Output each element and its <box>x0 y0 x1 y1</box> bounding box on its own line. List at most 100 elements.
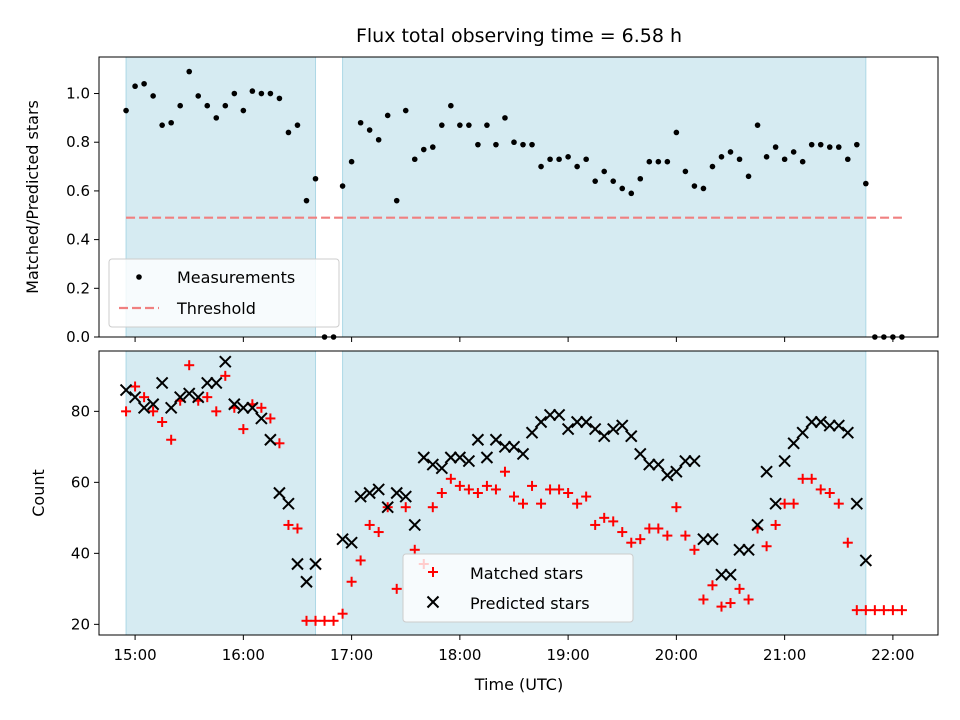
predicted-stars-point <box>363 486 376 500</box>
x-stroke-b <box>850 497 864 510</box>
x-stroke-b <box>309 557 322 571</box>
matched-stars-point <box>283 519 294 530</box>
predicted-stars-point <box>697 532 710 546</box>
x-stroke-b <box>399 490 412 503</box>
measurement-point <box>529 141 535 148</box>
x-stroke-b <box>453 451 467 464</box>
predicted-stars-point <box>525 426 539 439</box>
matched-stars-point <box>472 488 483 498</box>
measurement-point <box>384 112 391 119</box>
series-2-2 <box>119 355 873 588</box>
x-stroke-b <box>471 433 485 446</box>
predicted-stars-point <box>778 454 791 468</box>
x-stroke-b <box>435 461 449 475</box>
series-2-1 <box>121 360 907 626</box>
x-tick-label: 17:00 <box>330 646 373 664</box>
measurement-point <box>312 175 319 182</box>
x-stroke-b <box>679 454 692 468</box>
measurement-point <box>159 122 165 128</box>
x-stroke-b <box>787 437 800 450</box>
measurement-point <box>646 158 653 165</box>
predicted-stars-point <box>273 486 286 500</box>
matched-stars-point <box>896 605 907 616</box>
matched-stars-point <box>256 402 267 413</box>
x-stroke-b <box>372 483 385 496</box>
x-stroke-b <box>417 451 430 464</box>
measurement-point <box>682 168 689 175</box>
x-stroke-b <box>291 557 304 571</box>
x-stroke-b <box>137 401 151 415</box>
x-stroke-b <box>841 426 854 439</box>
predicted-stars-point <box>661 469 674 482</box>
matched-stars-point <box>130 381 141 392</box>
x-stroke-b <box>733 543 746 557</box>
matched-stars-point <box>121 406 132 417</box>
measurement-point <box>547 156 553 163</box>
x-stroke-b <box>688 454 701 468</box>
matched-stars-point <box>202 392 213 403</box>
x-stroke-b <box>264 433 277 446</box>
x-stroke-b <box>128 390 142 404</box>
matched-stars-point <box>851 605 862 616</box>
x-stroke-b <box>119 383 133 397</box>
measurement-point <box>393 197 400 204</box>
matched-stars-point <box>617 527 628 538</box>
matched-stars-point <box>166 434 177 445</box>
measurement-point <box>583 156 589 163</box>
predicted-stars-point <box>498 440 512 454</box>
matched-stars-point <box>436 488 447 498</box>
measurement-point <box>285 129 292 136</box>
legend-box <box>108 258 340 328</box>
predicted-stars-point <box>516 447 530 461</box>
measurement-point <box>240 107 247 114</box>
matched-stars-point <box>671 502 682 513</box>
y-tick-label: 80 <box>71 402 90 420</box>
predicted-stars-point <box>435 461 449 475</box>
x-stroke-b <box>652 458 665 471</box>
legend-threshold-label: Threshold <box>176 299 256 318</box>
x-stroke-b <box>363 486 376 500</box>
predicted-stars-point <box>345 536 358 549</box>
x-stroke-b <box>273 486 286 500</box>
matched-stars-point <box>788 498 799 509</box>
predicted-stars-point <box>282 497 295 510</box>
predicted-stars-point <box>462 454 476 468</box>
measurement-point <box>402 107 409 114</box>
measurement-point <box>655 158 662 165</box>
predicted-stars-point <box>137 401 151 415</box>
x-tick-label: 21:00 <box>763 646 806 664</box>
measurement-point <box>781 156 788 163</box>
bottom-panel: 20 40 60 80 15:00 16:00 17:00 18:00 19:00 20:00 21… <box>71 350 939 664</box>
predicted-stars-point <box>354 490 367 503</box>
matched-stars-point <box>490 484 501 495</box>
y-tick-label: 0.0 <box>66 328 90 346</box>
matched-stars-point <box>454 480 465 491</box>
measurement-point <box>736 156 743 163</box>
legend-predicted-label: Predicted stars <box>470 594 590 613</box>
predicted-stars-point <box>688 454 701 468</box>
predicted-stars-point <box>417 451 430 464</box>
x-stroke-b <box>462 454 476 468</box>
matched-stars-point <box>725 598 736 609</box>
measurement-point <box>141 80 147 87</box>
x-stroke-b <box>155 376 169 390</box>
measurement-point <box>844 156 851 163</box>
measurement-point <box>222 102 229 109</box>
measurement-point <box>177 102 183 109</box>
predicted-stars-point <box>201 376 214 390</box>
measurement-point <box>664 158 671 165</box>
predicted-stars-point <box>246 401 259 415</box>
matched-stars-point <box>833 498 844 509</box>
predicted-stars-point <box>796 426 809 439</box>
measurement-point <box>294 122 301 128</box>
measurement-point <box>799 158 806 165</box>
measurement-point <box>592 178 598 184</box>
matched-stars-point <box>319 615 330 626</box>
series-1-1 <box>123 68 905 340</box>
predicted-stars-point <box>841 426 854 439</box>
x-stroke-b <box>516 447 530 461</box>
measurement-point <box>466 122 472 128</box>
measurement-point <box>863 180 869 187</box>
x-stroke-b <box>588 422 602 436</box>
predicted-stars-point <box>408 518 421 532</box>
